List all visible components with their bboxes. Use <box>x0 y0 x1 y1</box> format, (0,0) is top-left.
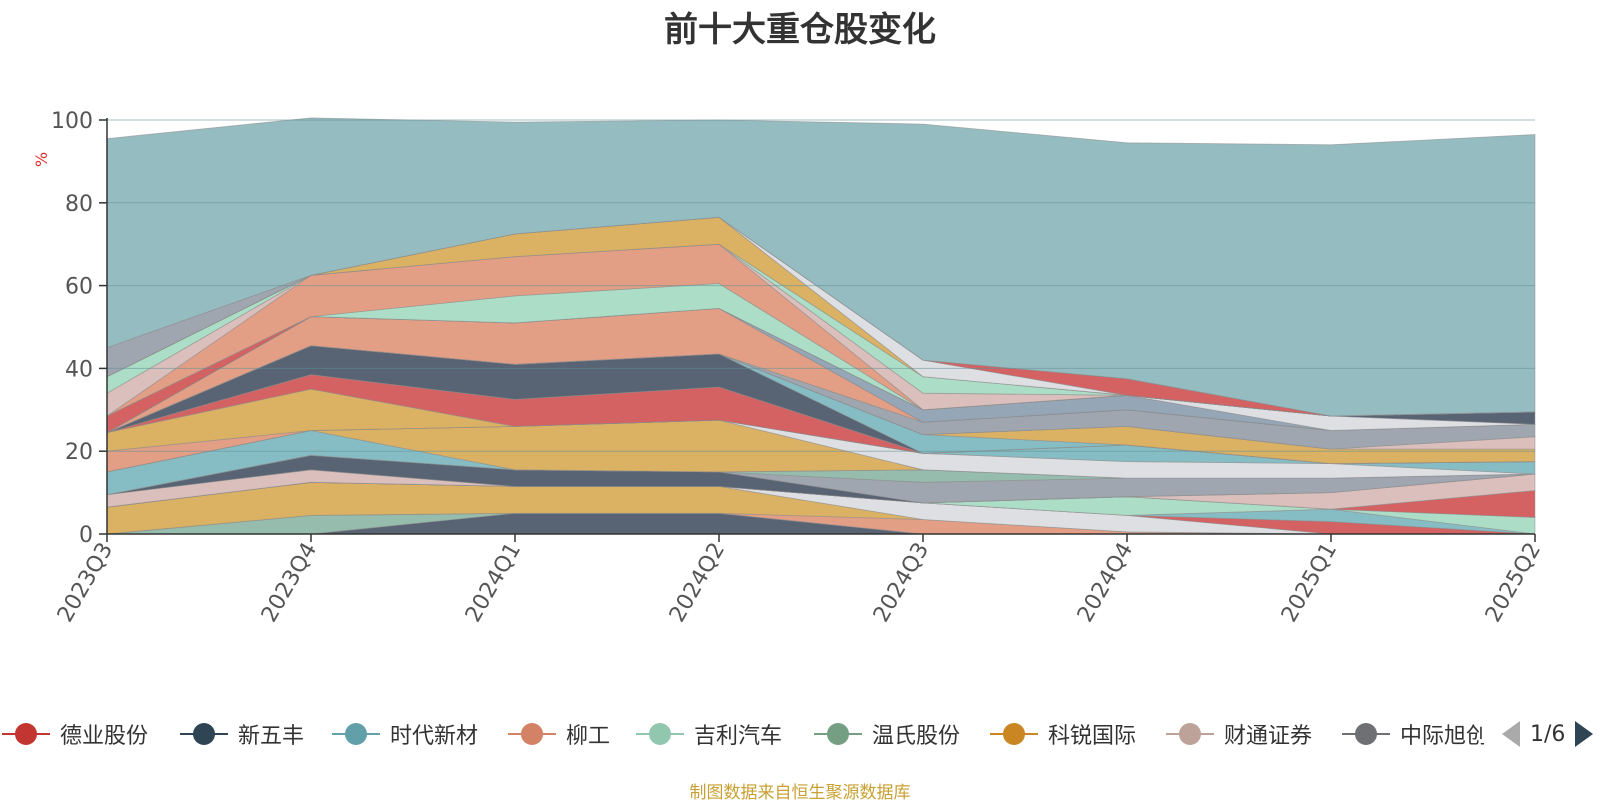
legend-item[interactable]: 温氏股份 <box>812 716 960 752</box>
x-tick-label: 2023Q3 <box>53 539 118 627</box>
legend-marker-icon <box>990 723 1038 745</box>
y-tick-label: 40 <box>65 357 93 382</box>
legend-label: 新五丰 <box>238 724 305 749</box>
source-note: 制图数据来自恒生聚源数据库 <box>689 783 911 803</box>
legend-marker-icon <box>508 723 556 745</box>
legend-item[interactable]: 时代新材 <box>330 716 478 752</box>
area-layer-39 <box>106 117 1536 417</box>
legend-label: 温氏股份 <box>872 724 961 749</box>
legend-marker-icon <box>2 723 50 745</box>
legend-marker-icon <box>1166 723 1214 745</box>
legend-item[interactable]: 科锐国际 <box>988 716 1136 752</box>
legend-label: 柳工 <box>566 724 611 749</box>
pager-text: 1/6 <box>1530 721 1566 747</box>
legend: 德业股份 新五丰 时代新材 柳工 吉利汽车 温氏股份 科锐国际 财通证券 中际旭创 <box>0 716 1600 756</box>
y-tick-label: 0 <box>79 523 93 548</box>
x-tick-label: 2025Q2 <box>1481 539 1546 627</box>
legend-label: 吉利汽车 <box>694 724 783 749</box>
chart-title: 前十大重仓股变化 <box>664 10 936 50</box>
legend-item[interactable]: 柳工 <box>506 716 610 752</box>
x-tick-label: 2024Q3 <box>869 539 934 627</box>
x-tick-label: 2025Q1 <box>1277 539 1342 627</box>
y-tick-label: 80 <box>65 192 93 217</box>
legend-item[interactable]: 财通证券 <box>1164 716 1312 752</box>
triangle-left-icon[interactable] <box>1500 719 1522 749</box>
legend-marker-icon <box>1342 723 1390 745</box>
legend-items: 德业股份 新五丰 时代新材 柳工 吉利汽车 温氏股份 科锐国际 财通证券 中际旭创 <box>0 716 1484 756</box>
legend-marker-icon <box>814 723 862 745</box>
y-tick-label: 60 <box>65 275 93 300</box>
legend-label: 德业股份 <box>60 724 149 749</box>
legend-label: 财通证券 <box>1224 724 1313 749</box>
legend-item[interactable]: 新五丰 <box>178 716 304 752</box>
y-tick-label: 100 <box>51 109 93 134</box>
legend-marker-icon <box>636 723 684 745</box>
legend-label: 时代新材 <box>390 724 479 749</box>
legend-item[interactable]: 德业股份 <box>0 716 148 752</box>
x-tick-label: 2024Q4 <box>1073 539 1138 627</box>
legend-marker-icon <box>332 723 380 745</box>
legend-marker-icon <box>180 723 228 745</box>
y-tick-label: 20 <box>65 440 93 465</box>
triangle-right-icon[interactable] <box>1573 719 1595 749</box>
x-tick-label: 2024Q1 <box>461 539 526 627</box>
legend-pager: 1/6 <box>1500 716 1595 752</box>
legend-label: 中际旭创 <box>1400 724 1484 749</box>
legend-label: 科锐国际 <box>1048 724 1137 749</box>
legend-item[interactable]: 吉利汽车 <box>634 716 782 752</box>
legend-item[interactable]: 中际旭创 <box>1340 716 1484 752</box>
x-tick-label: 2024Q2 <box>665 539 730 627</box>
x-tick-label: 2023Q4 <box>257 539 322 627</box>
